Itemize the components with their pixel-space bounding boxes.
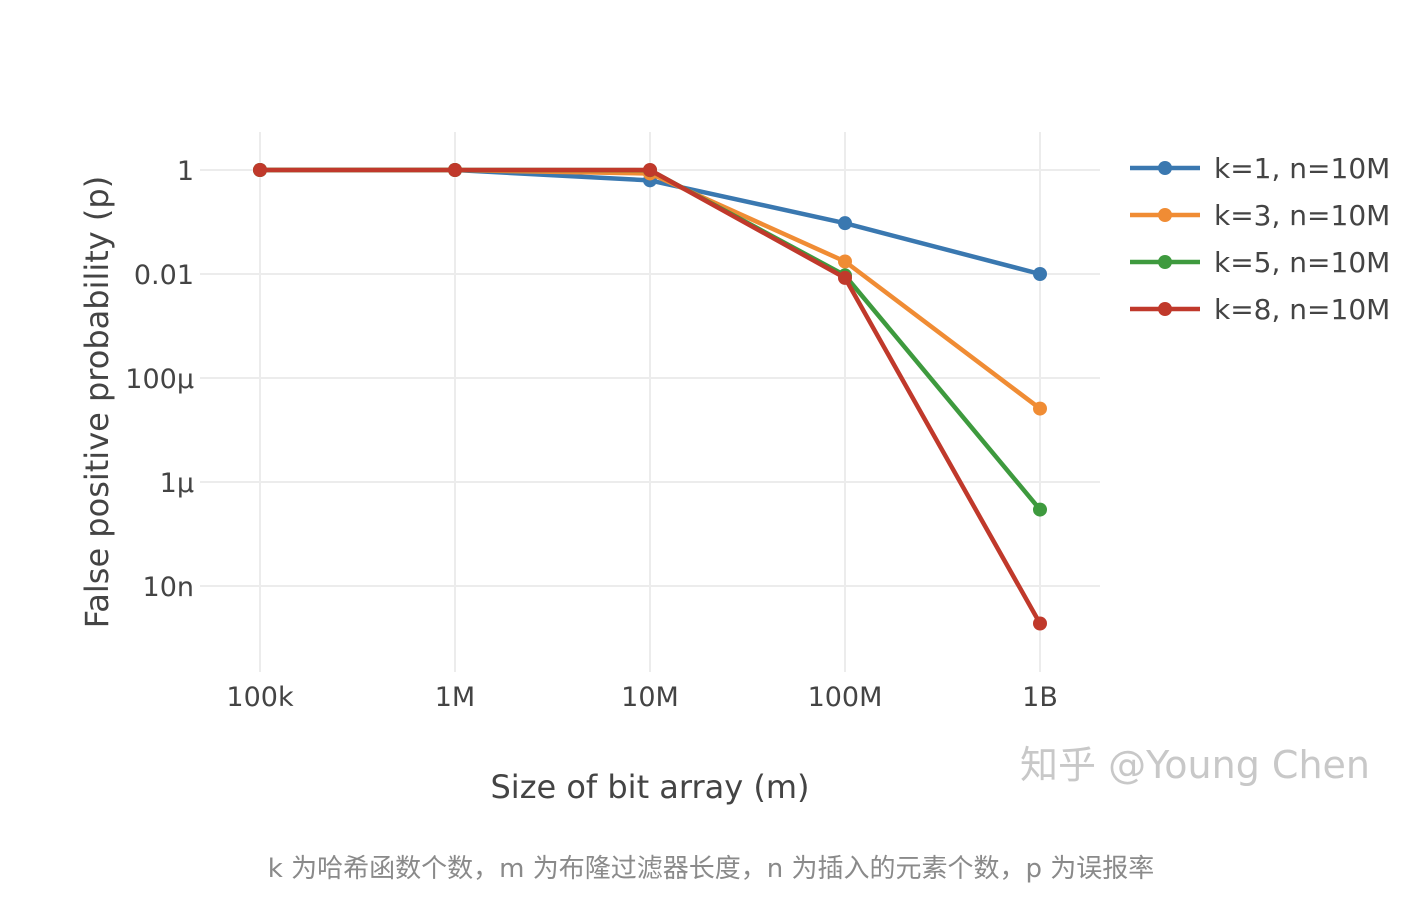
legend-label: k=1, n=10M bbox=[1214, 152, 1390, 185]
x-tick-label: 1M bbox=[435, 682, 475, 713]
y-tick-labels: 1 0.01 100μ 1μ 10n bbox=[125, 156, 194, 603]
x-tick-label: 100k bbox=[226, 682, 294, 713]
legend-label: k=8, n=10M bbox=[1214, 293, 1390, 326]
data-point bbox=[643, 163, 657, 177]
y-axis-title: False positive probability (p) bbox=[78, 176, 116, 628]
x-tick-label: 100M bbox=[808, 682, 883, 713]
legend-item: k=8, n=10M bbox=[1130, 293, 1390, 326]
legend-item: k=3, n=10M bbox=[1130, 199, 1390, 232]
data-point bbox=[253, 163, 267, 177]
y-tick-label: 100μ bbox=[125, 364, 194, 395]
grid bbox=[200, 132, 1100, 672]
data-point bbox=[1033, 502, 1047, 517]
watermark: 知乎 @Young Chen bbox=[1020, 743, 1370, 787]
y-tick-label: 1μ bbox=[160, 468, 194, 499]
data-point bbox=[1033, 616, 1047, 631]
x-tick-labels: 100k 1M 10M 100M 1B bbox=[226, 682, 1057, 713]
data-point bbox=[838, 254, 852, 269]
legend-label: k=5, n=10M bbox=[1214, 246, 1390, 279]
series-layer bbox=[253, 163, 1047, 631]
data-point bbox=[838, 216, 852, 231]
legend-marker bbox=[1158, 302, 1172, 316]
data-point bbox=[1033, 401, 1047, 416]
legend-marker bbox=[1158, 161, 1172, 175]
y-tick-label: 1 bbox=[177, 156, 194, 187]
x-tick-label: 10M bbox=[621, 682, 679, 713]
legend: k=1, n=10M k=3, n=10M k=5, n=10M k=8, n=10M bbox=[1130, 152, 1390, 326]
legend-label: k=3, n=10M bbox=[1214, 199, 1390, 232]
x-tick-label: 1B bbox=[1022, 682, 1058, 713]
y-tick-label: 10n bbox=[143, 572, 194, 603]
y-tick-label: 0.01 bbox=[134, 260, 194, 291]
x-axis-title: Size of bit array (m) bbox=[490, 768, 809, 806]
series-4 bbox=[253, 163, 1047, 631]
figure-caption: k 为哈希函数个数，m 为布隆过滤器长度，n 为插入的元素个数，p 为误报率 bbox=[267, 854, 1155, 884]
legend-marker bbox=[1158, 208, 1172, 222]
data-point bbox=[448, 163, 462, 177]
legend-item: k=1, n=10M bbox=[1130, 152, 1390, 185]
legend-marker bbox=[1158, 255, 1172, 269]
chart: 100k 1M 10M 100M 1B 1 0.01 100μ 1μ 10n k=1, n=10… bbox=[78, 132, 1390, 806]
data-point bbox=[1033, 267, 1047, 281]
legend-item: k=5, n=10M bbox=[1130, 246, 1390, 279]
data-point bbox=[838, 270, 852, 285]
